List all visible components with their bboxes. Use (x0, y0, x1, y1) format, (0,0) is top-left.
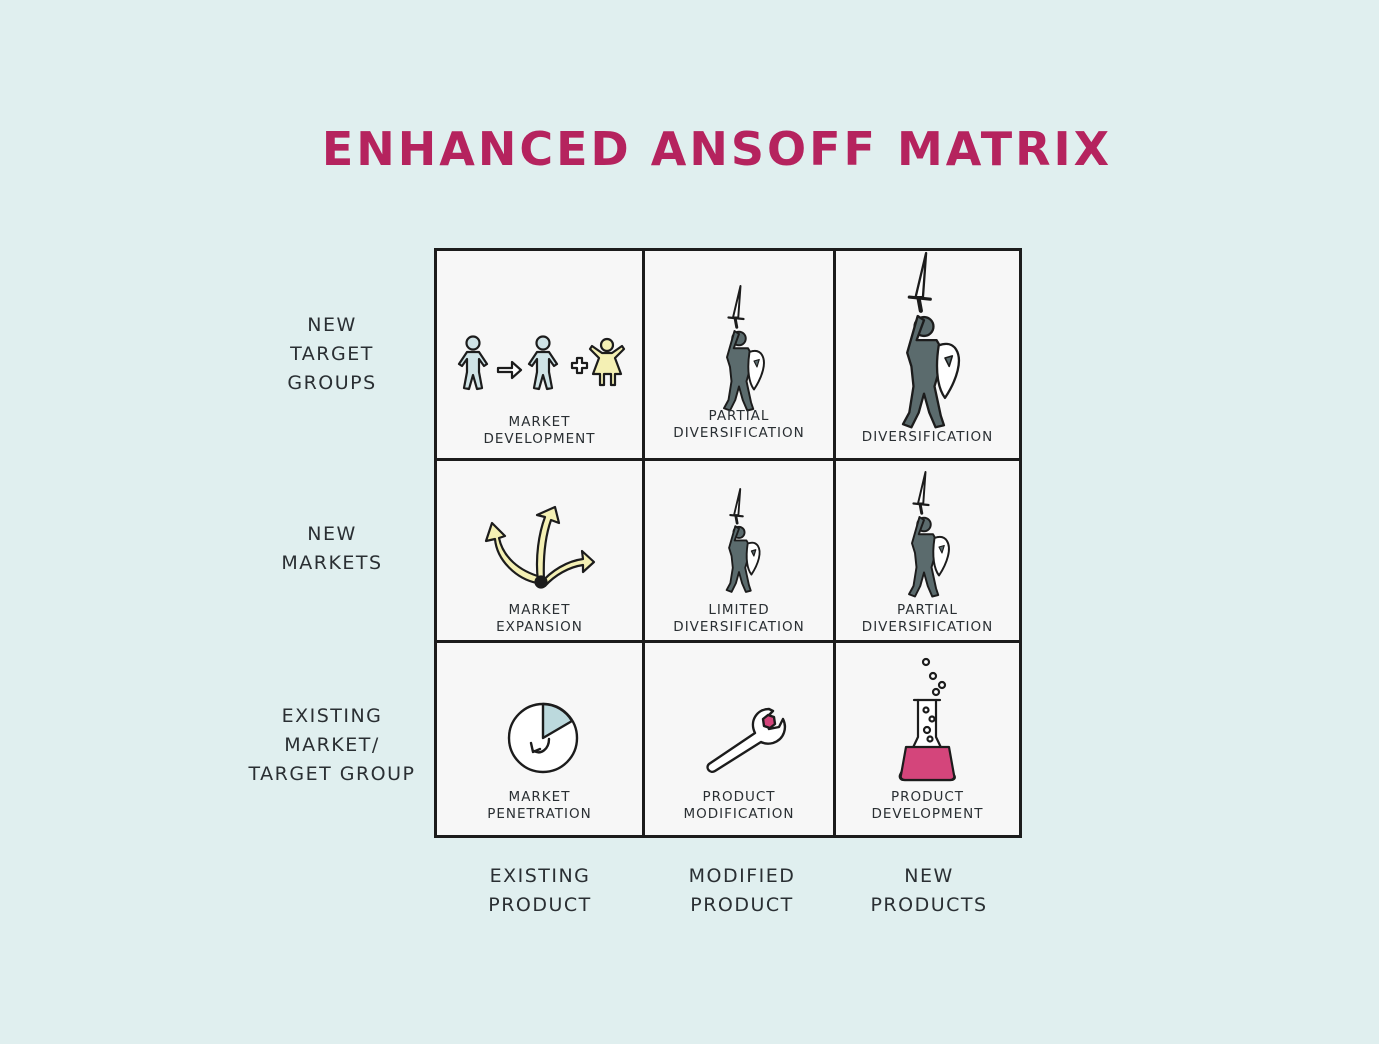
knight-icon (723, 285, 765, 412)
caption-line: EXPANSION (496, 619, 583, 635)
branching-arrows-icon (484, 505, 596, 589)
caption-line: DIVERSIFICATION (673, 619, 805, 635)
row-label-line: GROUPS (287, 372, 377, 394)
column-label-modified-product: MODIFIED PRODUCT (642, 862, 842, 920)
caption-line: PRODUCT (890, 789, 965, 805)
caption-line: PARTIAL (897, 602, 958, 618)
cell-market-penetration: MARKET PENETRATION (434, 640, 645, 838)
row-label-line: TARGET GROUP (248, 763, 416, 785)
pie-chart-icon (507, 702, 579, 774)
caption-line: MODIFICATION (683, 806, 795, 822)
cell-caption: PARTIAL DIVERSIFICATION (836, 602, 1019, 636)
caption-line: DIVERSIFICATION (673, 425, 805, 441)
people-growth-icon (457, 335, 626, 391)
cell-product-modification: PRODUCT MODIFICATION (642, 640, 836, 838)
column-label-line: NEW (904, 865, 954, 887)
column-label-new-products: NEW PRODUCTS (829, 862, 1029, 920)
page-title: ENHANCED ANSOFF MATRIX (321, 122, 1113, 176)
caption-line: DEVELOPMENT (871, 806, 984, 822)
cell-caption: PARTIAL DIVERSIFICATION (645, 408, 833, 442)
column-label-line: EXISTING (489, 865, 591, 887)
cell-partial-diversification-middle: PARTIAL DIVERSIFICATION (833, 458, 1022, 643)
column-label-line: PRODUCT (488, 894, 592, 916)
row-label-line: TARGET (290, 343, 374, 365)
cell-diversification: DIVERSIFICATION (833, 248, 1022, 461)
cell-caption: LIMITED DIVERSIFICATION (645, 602, 833, 636)
caption-line: DEVELOPMENT (483, 431, 596, 447)
caption-line: MARKET (508, 602, 571, 618)
cell-caption: MARKET PENETRATION (437, 789, 642, 823)
wrench-icon (706, 707, 787, 773)
knight-icon (901, 251, 960, 429)
cell-product-development: PRODUCT DEVELOPMENT (833, 640, 1022, 838)
knight-icon (725, 488, 761, 593)
caption-line: PENETRATION (487, 806, 592, 822)
caption-line: DIVERSIFICATION (861, 429, 994, 445)
caption-line: LIMITED (708, 602, 770, 618)
row-label-line: EXISTING (281, 705, 383, 727)
caption-line: MARKET (508, 414, 571, 430)
column-label-line: PRODUCT (690, 894, 794, 916)
caption-line: PRODUCT (702, 789, 776, 805)
row-label-new-target-groups: NEW TARGET GROUPS (250, 311, 414, 398)
cell-market-development: MARKET DEVELOPMENT (434, 248, 645, 461)
cell-caption: PRODUCT DEVELOPMENT (836, 789, 1019, 823)
row-label-line: NEW (307, 523, 357, 545)
cell-market-expansion: MARKET EXPANSION (434, 458, 645, 643)
row-label-new-markets: NEW MARKETS (250, 520, 414, 578)
cell-caption: DIVERSIFICATION (836, 429, 1019, 446)
column-label-line: MODIFIED (688, 865, 796, 887)
caption-line: MARKET (508, 789, 571, 805)
cell-caption: PRODUCT MODIFICATION (645, 789, 833, 823)
flask-icon (898, 657, 956, 782)
cell-limited-diversification: LIMITED DIVERSIFICATION (642, 458, 836, 643)
row-label-line: NEW (307, 314, 357, 336)
cell-caption: MARKET DEVELOPMENT (437, 414, 642, 448)
row-label-line: MARKETS (281, 552, 383, 574)
column-label-line: PRODUCTS (870, 894, 988, 916)
ansoff-matrix-grid: MARKET DEVELOPMENT PARTIAL DIVERSIFICATI… (434, 248, 1022, 838)
cell-partial-diversification-top: PARTIAL DIVERSIFICATION (642, 248, 836, 461)
column-label-existing-product: EXISTING PRODUCT (440, 862, 640, 920)
caption-line: PARTIAL (708, 408, 770, 424)
row-label-existing-market: EXISTING MARKET/ TARGET GROUP (240, 702, 424, 789)
knight-icon (908, 471, 950, 598)
caption-line: DIVERSIFICATION (861, 619, 994, 635)
cell-caption: MARKET EXPANSION (437, 602, 642, 636)
row-label-line: MARKET/ (284, 734, 380, 756)
